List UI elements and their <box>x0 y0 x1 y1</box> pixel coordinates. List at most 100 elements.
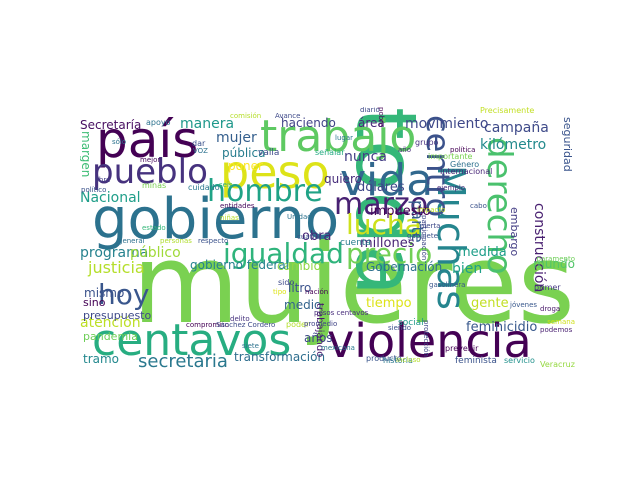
word: primer <box>534 283 561 292</box>
word: gasolinera <box>429 281 466 289</box>
word: semana <box>547 318 575 326</box>
word: construcción <box>531 203 547 293</box>
word: cambio <box>277 259 321 273</box>
word: área <box>358 116 385 130</box>
word: historia <box>383 356 413 365</box>
word: público <box>130 245 181 261</box>
word: lucha <box>346 208 422 241</box>
word: Sánchez Cordero <box>216 321 276 329</box>
word: bien <box>452 261 483 277</box>
word: trabajo <box>260 111 417 162</box>
word: dar <box>192 139 206 148</box>
word: minas <box>142 181 167 190</box>
word: seguridad <box>561 117 574 172</box>
word: siete <box>242 342 259 350</box>
word: señalar <box>315 148 345 157</box>
word: transformación <box>234 350 326 364</box>
word: gente <box>471 296 509 311</box>
word: político <box>81 186 107 194</box>
word: cuidado <box>188 183 220 192</box>
word: mujer <box>216 130 257 146</box>
word: millones <box>360 236 415 251</box>
word: política <box>450 146 476 154</box>
word: movimiento <box>405 116 489 132</box>
word: litro <box>288 281 312 295</box>
word: mujeres <box>132 220 575 348</box>
word: haciendo <box>281 116 336 130</box>
word: gobierno federal <box>190 258 290 272</box>
word: cuenta <box>340 238 371 248</box>
word: importante <box>428 152 473 161</box>
word: servicio <box>504 356 535 365</box>
word: marzo <box>334 187 429 222</box>
word: Avance <box>275 112 301 120</box>
word: sólo <box>112 138 127 146</box>
word: embargo <box>508 207 521 257</box>
word: poder <box>286 320 310 329</box>
word: VOZ <box>193 147 208 155</box>
word: apoyo <box>146 118 171 127</box>
word: programa <box>80 245 149 261</box>
word: prevenir <box>445 344 479 353</box>
word: impacto <box>417 206 446 214</box>
word: cuatro <box>297 233 320 241</box>
word: justicia <box>88 258 145 277</box>
word: respecto <box>198 237 229 245</box>
word: nación <box>305 288 329 296</box>
word: peso <box>220 145 330 199</box>
word: Veracruz <box>540 360 575 369</box>
word: gobierno <box>92 187 340 252</box>
word: Gobernación <box>366 260 443 274</box>
word: Secretaría <box>80 118 142 132</box>
word: kilómetro <box>480 137 547 153</box>
word: manera <box>180 116 235 132</box>
word: medida <box>458 245 507 260</box>
word: Unidad <box>287 213 312 221</box>
word: droga <box>540 305 561 313</box>
word: sino <box>83 296 106 309</box>
word: tipo <box>273 288 287 296</box>
word: poner <box>228 159 263 173</box>
word: sido <box>278 278 295 287</box>
word: igualdad <box>223 237 344 270</box>
word: libre <box>95 176 111 184</box>
word: podemos <box>540 326 573 334</box>
word: pública <box>222 146 266 160</box>
word: participación <box>420 215 428 261</box>
word: violencia <box>327 314 532 368</box>
word: Internacional <box>440 167 493 176</box>
word: medio <box>284 298 322 312</box>
word: estado <box>142 224 166 232</box>
word: jóvenes <box>510 301 538 309</box>
word: compromiso <box>186 321 230 329</box>
word: seis <box>219 181 233 189</box>
word: personas <box>160 237 192 245</box>
word: secretaria <box>138 351 228 372</box>
word: delito <box>230 315 250 323</box>
word: general <box>118 237 145 245</box>
word: hoy <box>98 278 150 311</box>
word: feminicidio <box>466 320 538 335</box>
word: entidades <box>220 202 255 210</box>
word: ejemplo <box>437 184 466 192</box>
word: niñas <box>220 214 239 222</box>
word-cloud: mujeres gobierno toda país trabajo viole… <box>80 107 575 375</box>
word: promedio <box>304 320 338 328</box>
word: precio <box>346 237 433 270</box>
word: hombre <box>207 174 323 209</box>
word: lugar <box>335 134 353 142</box>
word: producto <box>366 354 402 363</box>
word: campaña <box>484 120 549 136</box>
word: quiero <box>324 172 362 186</box>
word: tramo <box>83 352 120 366</box>
word: país <box>96 111 199 169</box>
word: Precisamente <box>480 107 535 115</box>
word: diario <box>360 107 380 114</box>
word: tiempo <box>366 296 412 311</box>
word: protección <box>422 320 430 357</box>
word: mejor <box>140 156 161 164</box>
word: nunca <box>344 149 387 165</box>
word: valla <box>258 148 280 158</box>
word: mismo <box>84 286 125 300</box>
